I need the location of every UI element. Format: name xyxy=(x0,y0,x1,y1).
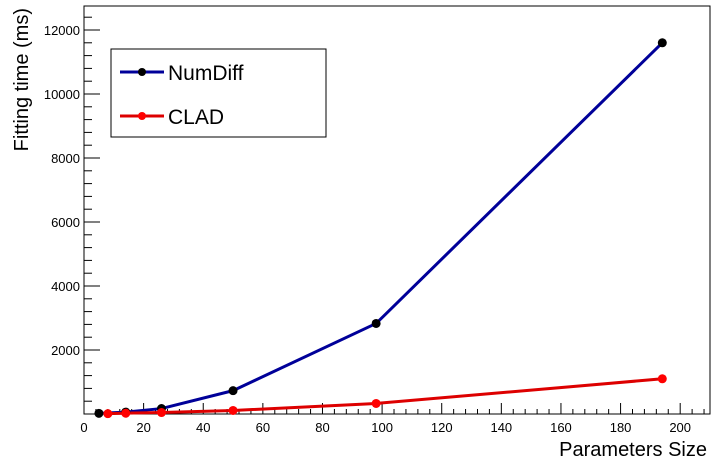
plot-frame xyxy=(83,5,711,415)
series-line-clad xyxy=(107,377,663,416)
x-tick-label: 0 xyxy=(80,420,87,435)
data-point-numdiff xyxy=(371,318,381,328)
tick-labels: 0 20 40 60 80 100 120 140 160 180 200 2000 4000 6000 8… xyxy=(44,23,691,435)
data-point-numdiff xyxy=(657,38,667,48)
y-tick-label: 12000 xyxy=(44,23,80,38)
legend: NumDiff CLAD xyxy=(110,48,327,138)
x-tick-label: 140 xyxy=(490,420,512,435)
data-point-numdiff xyxy=(228,386,238,396)
data-point-clad xyxy=(103,409,113,419)
x-tick-label: 180 xyxy=(610,420,632,435)
y-tick-label: 4000 xyxy=(51,279,80,294)
x-tick-label: 40 xyxy=(196,420,210,435)
legend-marker-clad xyxy=(138,112,146,120)
x-tick-label: 60 xyxy=(256,420,270,435)
x-tick-label: 100 xyxy=(371,420,393,435)
legend-label-clad: CLAD xyxy=(168,106,224,129)
data-point-numdiff xyxy=(94,408,104,418)
data-point-clad xyxy=(371,398,381,408)
legend-item-clad: CLAD xyxy=(120,106,224,129)
y-tick-label: 2000 xyxy=(51,343,80,358)
series-points xyxy=(94,38,667,419)
x-tick-label: 120 xyxy=(431,420,453,435)
data-point-clad xyxy=(157,408,167,418)
y-axis-title: Fitting time (ms) xyxy=(11,8,33,151)
data-point-clad xyxy=(228,405,238,415)
y-tick-label: 8000 xyxy=(51,151,80,166)
y-tick-label: 6000 xyxy=(51,215,80,230)
y-tick-label: 10000 xyxy=(44,87,80,102)
x-axis-title: Parameters Size xyxy=(559,439,707,461)
data-point-clad xyxy=(657,374,667,384)
x-tick-label: 200 xyxy=(669,420,691,435)
legend-item-numdiff: NumDiff xyxy=(120,62,244,85)
legend-label-numdiff: NumDiff xyxy=(168,62,244,85)
x-tick-label: 160 xyxy=(550,420,572,435)
x-tick-label: 80 xyxy=(315,420,329,435)
data-point-clad xyxy=(121,408,131,418)
x-tick-label: 20 xyxy=(136,420,150,435)
legend-box xyxy=(110,48,327,138)
axis-ticks xyxy=(83,16,705,415)
legend-marker-numdiff xyxy=(138,68,146,76)
